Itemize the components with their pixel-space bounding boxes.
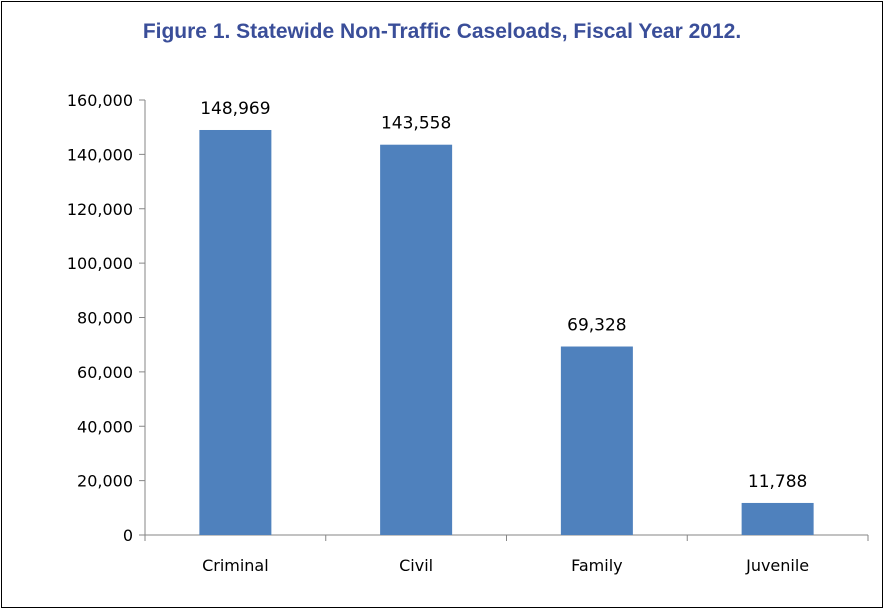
- y-tick-label: 0: [123, 526, 133, 545]
- x-tick-label: Civil: [399, 556, 433, 575]
- y-tick-label: 100,000: [67, 254, 133, 273]
- chart-title: Figure 1. Statewide Non-Traffic Caseload…: [142, 20, 742, 43]
- x-tick-label: Family: [571, 556, 622, 575]
- data-label: 143,558: [381, 114, 451, 134]
- y-tick-label: 120,000: [67, 200, 133, 219]
- bar: [199, 129, 272, 535]
- bar: [380, 144, 453, 535]
- y-tick-label: 140,000: [67, 145, 133, 164]
- data-label: 69,328: [567, 316, 626, 336]
- data-label: 11,788: [748, 472, 807, 492]
- bar: [560, 346, 633, 535]
- y-tick-label: 80,000: [77, 309, 133, 328]
- x-tick-label: Juvenile: [745, 556, 809, 575]
- x-tick-label: Criminal: [202, 556, 269, 575]
- y-tick-label: 40,000: [77, 417, 133, 436]
- y-tick-label: 20,000: [77, 472, 133, 491]
- y-tick-label: 160,000: [67, 91, 133, 110]
- data-label: 148,969: [200, 99, 270, 119]
- bar: [741, 502, 814, 535]
- y-tick-label: 60,000: [77, 363, 133, 382]
